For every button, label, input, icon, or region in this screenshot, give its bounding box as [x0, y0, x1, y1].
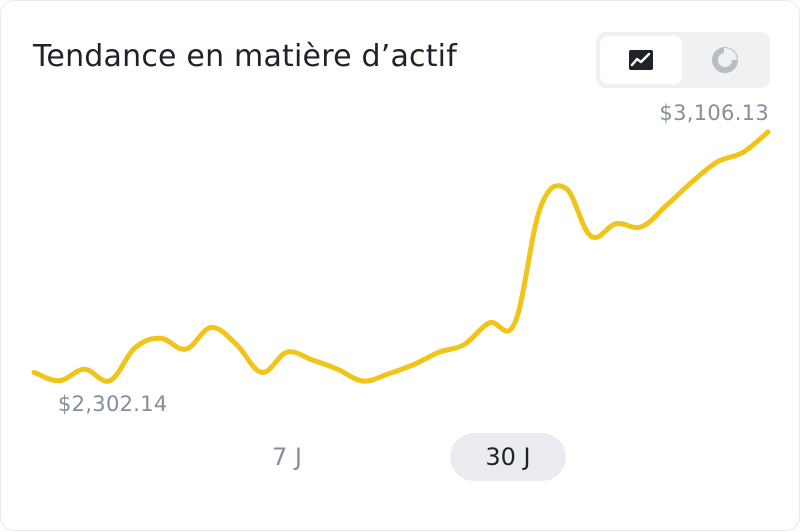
data-point-18	[488, 321, 492, 325]
range-tab-7d[interactable]: 7 J	[272, 443, 302, 471]
min-value-label: $2,302.14	[58, 392, 168, 416]
data-point-0	[32, 370, 36, 374]
data-point-5	[159, 336, 163, 340]
chart-view-toggle	[596, 32, 770, 88]
data-point-2	[83, 367, 87, 371]
data-point-23	[614, 222, 618, 226]
pie-chart-icon	[712, 47, 738, 73]
data-point-6	[184, 347, 188, 351]
line-chart-icon	[629, 50, 653, 70]
pie-chart-view-button[interactable]	[684, 36, 766, 84]
data-point-10	[285, 350, 289, 354]
data-point-3	[108, 379, 112, 383]
data-point-29	[766, 130, 770, 134]
line-chart-view-button[interactable]	[600, 36, 682, 84]
data-point-16	[437, 350, 441, 354]
data-point-9	[260, 370, 264, 374]
data-point-15	[412, 363, 416, 367]
data-point-25	[665, 203, 669, 207]
data-point-1	[57, 379, 61, 383]
data-point-28	[741, 151, 745, 155]
data-point-19	[513, 321, 517, 325]
page-title: Tendance en matière d’actif	[33, 39, 457, 74]
data-point-4	[133, 346, 137, 350]
data-point-8	[235, 343, 239, 347]
data-point-26	[690, 180, 694, 184]
data-point-20	[538, 206, 542, 210]
data-point-22	[589, 234, 593, 238]
data-point-24	[639, 225, 643, 229]
data-point-7	[209, 326, 213, 330]
range-tab-30d[interactable]: 30 J	[450, 433, 566, 481]
data-point-14	[386, 372, 390, 376]
data-point-11	[310, 358, 314, 362]
max-value-label: $3,106.13	[659, 101, 769, 125]
data-point-13	[361, 379, 365, 383]
data-point-21	[564, 186, 568, 190]
data-point-12	[336, 367, 340, 371]
data-point-27	[715, 160, 719, 164]
series-line	[31, 129, 771, 384]
data-point-17	[462, 343, 466, 347]
